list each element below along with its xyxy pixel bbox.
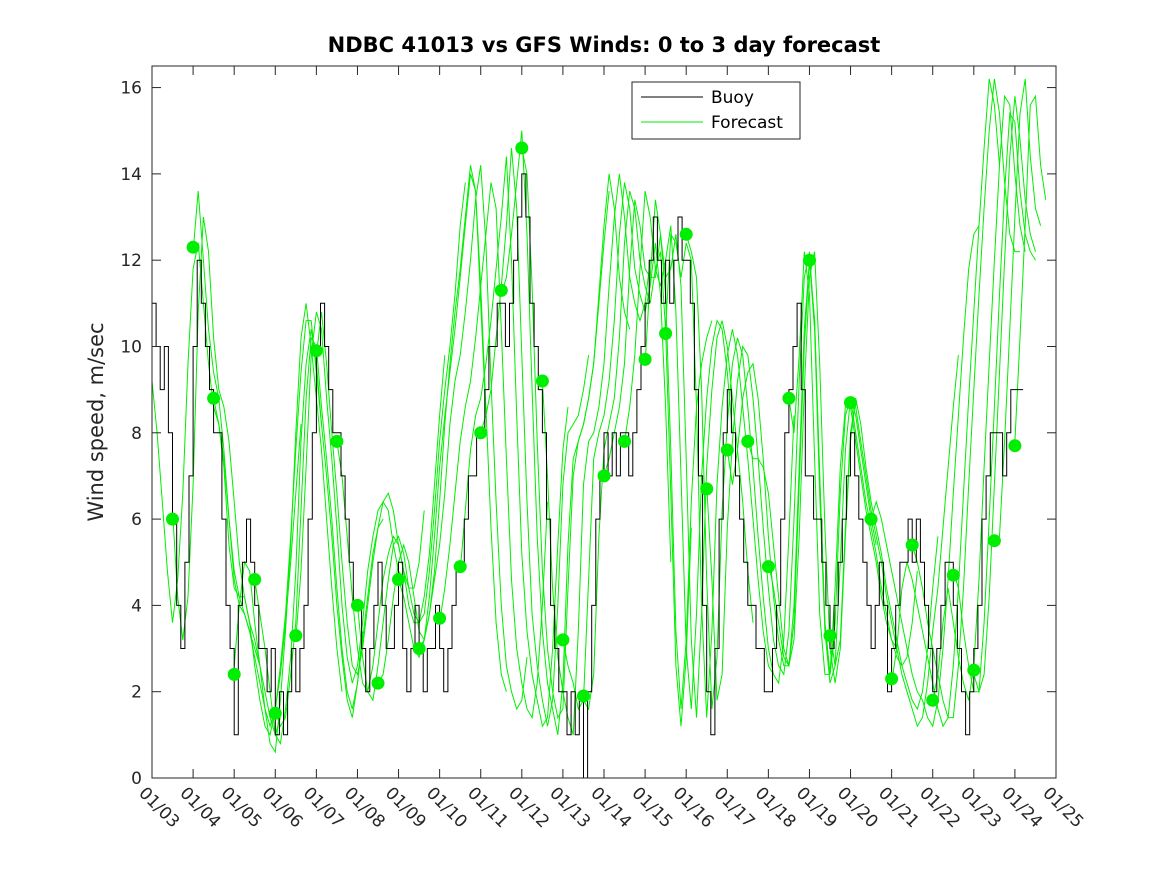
forecast-series [151,78,1047,754]
forecast-marker [392,573,405,586]
forecast-marker [248,573,262,586]
forecast-run-line [315,311,425,676]
y-tick-label: 4 [131,596,142,616]
forecast-marker [782,391,796,405]
forecast-marker [597,469,611,483]
legend-forecast-label: Forecast [711,113,783,133]
forecast-run-line [624,191,733,710]
forecast-run-line [172,216,281,737]
forecast-marker [515,141,529,155]
forecast-run-line [747,251,857,684]
forecast-marker [987,534,1001,548]
forecast-marker [309,344,323,358]
forecast-marker [433,611,447,625]
forecast-run-line [151,242,261,666]
forecast-run-line [603,199,713,710]
forecast-marker [556,633,570,647]
forecast-marker [844,396,857,410]
forecast-run-line [891,78,1000,728]
forecast-run-line [870,225,980,728]
forecast-run-line [418,165,528,711]
forecast-run-line [192,191,302,728]
forecast-marker [967,663,981,677]
forecast-run-line [541,173,651,735]
forecast-marker [535,374,549,388]
forecast-run-line [644,199,754,718]
forecast-marker [577,689,590,703]
forecast-run-line [336,355,446,694]
forecast-marker [823,629,837,643]
legend: Buoy Forecast [631,81,801,140]
forecast-marker [905,538,919,552]
forecast-run-line [562,182,672,711]
plot-area [152,66,1056,778]
forecast-marker [679,227,693,241]
forecast-marker [371,676,385,690]
y-tick-label: 8 [131,424,142,444]
forecast-run-line [295,311,405,684]
forecast-run-line [583,190,692,727]
forecast-marker [330,434,344,448]
y-tick-label: 0 [131,769,142,789]
forecast-marker [618,434,631,448]
forecast-run-line [459,156,569,728]
forecast-run-line [911,78,1020,719]
forecast-marker [885,672,899,686]
forecast-marker [453,560,467,574]
forecast-run-line [521,147,631,719]
legend-box [631,81,801,140]
forecast-marker [474,426,488,440]
forecast-marker [289,629,303,643]
y-axis-ticks: 0 2 4 6 8 10 12 14 16 [120,79,1056,789]
forecast-run-line [213,320,322,737]
forecast-marker [926,693,940,707]
y-tick-label: 2 [131,683,142,703]
forecast-marker [494,283,508,297]
y-tick-label: 12 [120,251,142,271]
forecast-run-line [1014,94,1047,442]
forecast-run-line [480,147,590,727]
forecast-marker [659,327,673,340]
forecast-marker [207,391,221,405]
forecast-marker [803,253,816,267]
forecast-marker [186,240,200,254]
forecast-marker [946,568,960,582]
forecast-markers [166,141,1022,720]
forecast-run-line [706,251,816,701]
y-tick-label: 14 [120,165,142,185]
y-tick-label: 10 [120,337,142,357]
forecast-run-line [439,182,548,720]
forecast-marker [166,512,179,526]
forecast-marker [412,642,426,655]
y-tick-label: 6 [131,510,142,530]
chart-title: NDBC 41013 vs GFS Winds: 0 to 3 day fore… [328,33,881,57]
forecast-run-line [850,355,959,728]
legend-buoy-label: Buoy [711,88,754,108]
forecast-marker [351,598,364,612]
forecast-run-line [932,94,1026,701]
forecast-marker [864,512,878,526]
y-tick-label: 16 [120,79,142,99]
y-axis-label: Wind speed, m/sec [84,322,108,521]
forecast-marker [1008,439,1022,453]
forecast-marker [741,434,755,448]
forecast-run-line [829,398,939,711]
forecast-marker [700,482,714,496]
forecast-marker [638,352,652,366]
forecast-marker [268,706,282,720]
forecast-marker [227,667,241,681]
forecast-run-line [973,96,1036,694]
forecast-run-line [233,303,343,754]
forecast-marker [720,443,734,457]
forecast-marker [761,560,775,574]
forecast-run-line [993,78,1042,546]
forecast-run-line [952,111,1036,693]
